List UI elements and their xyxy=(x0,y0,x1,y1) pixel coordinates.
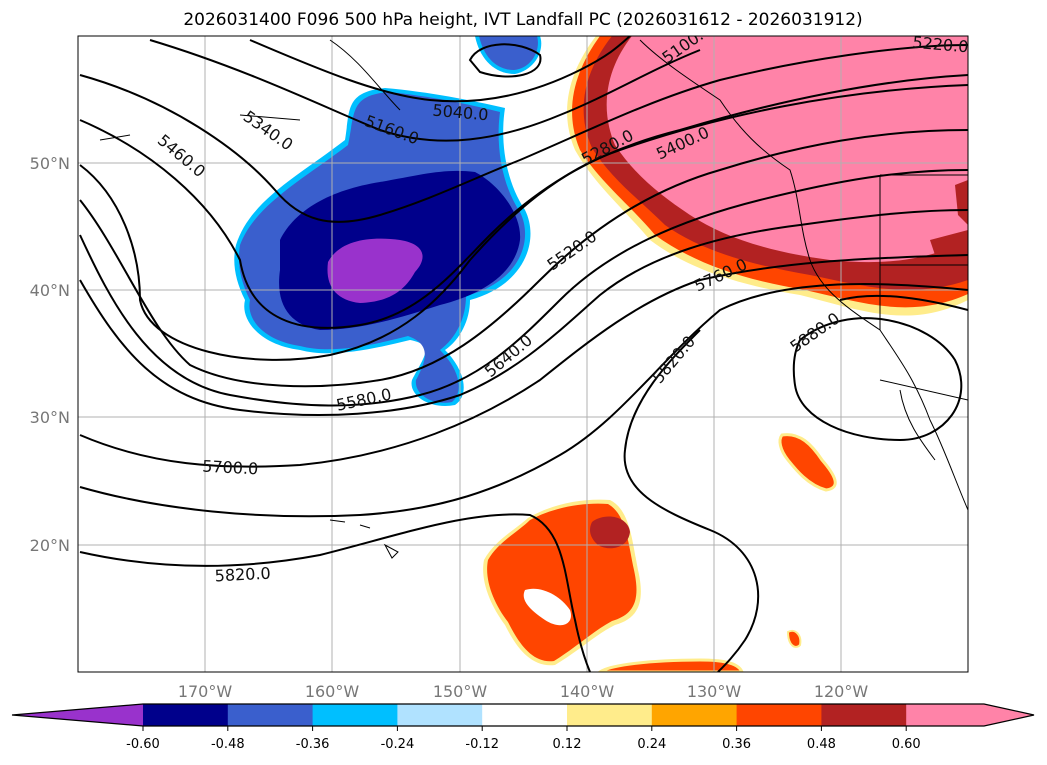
figure-title: 2026031400 F096 500 hPa height, IVT Land… xyxy=(183,10,862,30)
lat-tick: 40°N xyxy=(30,281,70,300)
colorbar-segment xyxy=(567,704,653,726)
colorbar-tick-label: -0.24 xyxy=(381,737,415,752)
colorbar: -0.60 -0.48 -0.36 -0.24 -0.12 0.12 0.24 0.36 0.4… xyxy=(11,703,1035,752)
coastlines xyxy=(99,39,968,559)
colorbar-segment xyxy=(397,704,483,726)
colorbar-segment xyxy=(482,704,568,726)
contour-label: 5040.0 xyxy=(432,101,489,125)
colorbar-tick-label: -0.48 xyxy=(211,737,245,752)
colorbar-segment xyxy=(227,704,314,726)
map-frame xyxy=(77,35,969,673)
height-contours xyxy=(79,36,968,672)
colorbar-tick-label: 0.36 xyxy=(722,737,751,752)
lon-tick: 160°W xyxy=(305,682,360,701)
latitude-ticks: 50°N 40°N 30°N 20°N xyxy=(30,154,70,555)
lon-tick: 150°W xyxy=(433,682,488,701)
ivt-positive-region-south xyxy=(483,433,837,672)
longitude-ticks: 170°W 160°W 150°W 140°W 130°W 120°W xyxy=(178,682,869,701)
colorbar-segment xyxy=(651,704,738,726)
lon-tick: 170°W xyxy=(178,682,233,701)
gridlines xyxy=(78,36,968,672)
lat-tick: 50°N xyxy=(30,154,70,173)
colorbar-segment xyxy=(821,704,907,726)
colorbar-tick-label: 0.12 xyxy=(553,737,582,752)
colorbar-segment xyxy=(312,704,398,726)
lon-tick: 120°W xyxy=(814,682,869,701)
contour-label: 5820.0 xyxy=(214,564,271,586)
map-area: 5040.0 5160.0 5340.0 5460.0 5100.0 5220.… xyxy=(78,33,969,672)
lat-tick: 20°N xyxy=(30,536,70,555)
colorbar-segment xyxy=(143,704,229,726)
colorbar-extend-max xyxy=(906,704,1034,726)
colorbar-tick-label: 0.24 xyxy=(637,737,666,752)
colorbar-tick-label: -0.12 xyxy=(465,737,499,752)
contour-label: 5700.0 xyxy=(202,457,259,479)
contour-label: 5220.0 xyxy=(912,33,969,57)
colorbar-extend-min xyxy=(12,704,143,726)
lon-tick: 140°W xyxy=(560,682,615,701)
colorbar-tick-label: 0.48 xyxy=(807,737,836,752)
colorbar-tick-label: -0.36 xyxy=(296,737,330,752)
lat-tick: 30°N xyxy=(30,408,70,427)
colorbar-segment xyxy=(736,704,822,726)
colorbar-tick-label: 0.60 xyxy=(892,737,921,752)
lon-tick: 130°W xyxy=(687,682,742,701)
colorbar-tick-label: -0.60 xyxy=(126,737,160,752)
